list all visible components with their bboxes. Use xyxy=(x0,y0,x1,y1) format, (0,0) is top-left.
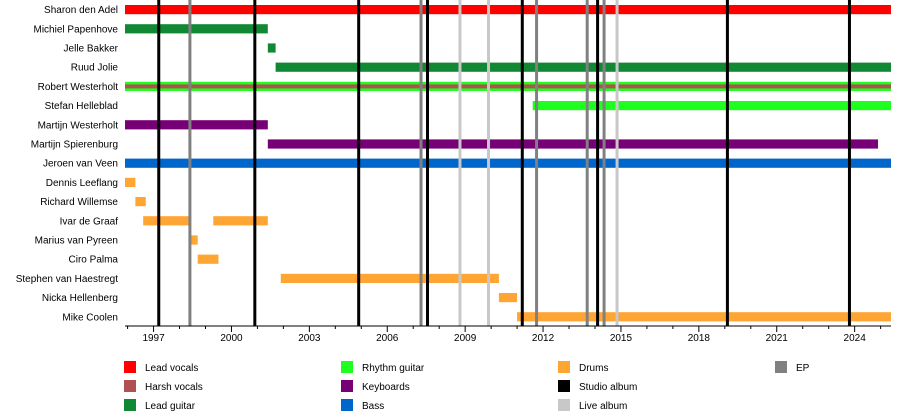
member-label-jeroen-van-veen: Jeroen van Veen xyxy=(43,159,118,170)
x-tick-label-2015: 2015 xyxy=(610,333,633,344)
member-label-ruud-jolie: Ruud Jolie xyxy=(71,63,119,74)
legend-label-rhythm-guitar: Rhythm guitar xyxy=(362,363,425,374)
bar-jeroen-van-veen-bass xyxy=(125,158,891,168)
bar-ciro-palma-drums xyxy=(197,254,219,264)
x-tick-label-2003: 2003 xyxy=(298,333,321,344)
x-tick-label-2024: 2024 xyxy=(844,333,867,344)
member-label-mike-coolen: Mike Coolen xyxy=(62,312,118,323)
legend-swatch-lead-guitar xyxy=(124,399,136,411)
bar-richard-willemse-drums xyxy=(135,197,146,207)
release-lines xyxy=(157,0,851,326)
bar-mike-coolen-drums xyxy=(517,312,891,322)
bar-robert-westerholt-harsh-vocals xyxy=(125,84,891,89)
legend: Lead vocals Harsh vocals Lead guitar Rhythm… xyxy=(124,361,810,412)
member-label-dennis-leeflang: Dennis Leeflang xyxy=(46,178,118,189)
x-tick-label-2012: 2012 xyxy=(532,333,555,344)
member-label-martijn-spierenburg: Martijn Spierenburg xyxy=(31,140,118,151)
member-label-nicka-hellenberg: Nicka Hellenberg xyxy=(42,293,118,304)
legend-swatch-ep xyxy=(775,361,787,373)
member-label-richard-willemse: Richard Willemse xyxy=(40,197,118,208)
legend-swatch-studio-album xyxy=(558,380,570,392)
bar-sharon-den-adel-lead-vocals xyxy=(125,5,891,15)
bar-ivar-de-graaf-drums xyxy=(213,216,268,226)
member-label-stephen-van-haestregt: Stephen van Haestregt xyxy=(16,274,119,285)
legend-label-harsh-vocals: Harsh vocals xyxy=(145,382,203,393)
bar-marius-van-pyreen-drums xyxy=(189,235,198,245)
legend-swatch-live-album xyxy=(558,399,570,411)
legend-label-live-album: Live album xyxy=(579,401,627,412)
legend-swatch-rhythm-guitar xyxy=(341,361,353,373)
bar-ruud-jolie-lead-guitar xyxy=(275,62,891,72)
member-label-jelle-bakker: Jelle Bakker xyxy=(64,44,119,55)
bar-jelle-bakker-lead-guitar xyxy=(267,43,276,53)
legend-label-lead-guitar: Lead guitar xyxy=(145,401,196,412)
legend-swatch-bass xyxy=(341,399,353,411)
legend-label-lead-vocals: Lead vocals xyxy=(145,363,198,374)
x-tick-label-1997: 1997 xyxy=(142,333,165,344)
legend-label-bass: Bass xyxy=(362,401,384,412)
x-tick-label-2000: 2000 xyxy=(220,333,243,344)
legend-label-studio-album: Studio album xyxy=(579,382,637,393)
legend-swatch-keyboards xyxy=(341,380,353,392)
bar-martijn-westerholt-keyboards xyxy=(125,120,268,130)
member-label-michiel-papenhove: Michiel Papenhove xyxy=(34,24,119,35)
member-label-sharon-den-adel: Sharon den Adel xyxy=(44,5,118,16)
bar-stefan-helleblad-rhythm-guitar xyxy=(532,101,891,111)
legend-label-drums: Drums xyxy=(579,363,608,374)
member-bars xyxy=(125,5,891,322)
bar-nicka-hellenberg-drums xyxy=(498,293,518,303)
bar-dennis-leeflang-drums xyxy=(125,177,136,187)
x-axis: 1997 2000 2003 2006 2009 2012 2015 2018 2021 2024 xyxy=(125,325,891,344)
legend-swatch-drums xyxy=(558,361,570,373)
member-label-marius-van-pyreen: Marius van Pyreen xyxy=(35,236,118,247)
x-tick-label-2009: 2009 xyxy=(454,333,477,344)
bar-stephen-van-haestregt-drums xyxy=(280,273,499,283)
legend-label-ep: EP xyxy=(796,363,810,374)
member-label-robert-westerholt: Robert Westerholt xyxy=(38,82,119,93)
legend-swatch-lead-vocals xyxy=(124,361,136,373)
bar-michiel-papenhove-lead-guitar xyxy=(125,24,268,34)
legend-swatch-harsh-vocals xyxy=(124,380,136,392)
member-label-martijn-westerholt: Martijn Westerholt xyxy=(38,120,119,131)
x-tick-label-2018: 2018 xyxy=(688,333,711,344)
member-label-stefan-helleblad: Stefan Helleblad xyxy=(45,101,118,112)
member-labels: Sharon den Adel Michiel Papenhove Jelle Ba… xyxy=(16,5,119,323)
bar-ivar-de-graaf-drums xyxy=(143,216,190,226)
legend-label-keyboards: Keyboards xyxy=(362,382,410,393)
member-label-ciro-palma: Ciro Palma xyxy=(69,255,119,266)
x-tick-label-2006: 2006 xyxy=(376,333,399,344)
bar-martijn-spierenburg-keyboards xyxy=(267,139,879,149)
member-label-ivar-de-graaf: Ivar de Graaf xyxy=(60,216,119,227)
x-tick-label-2021: 2021 xyxy=(766,333,789,344)
